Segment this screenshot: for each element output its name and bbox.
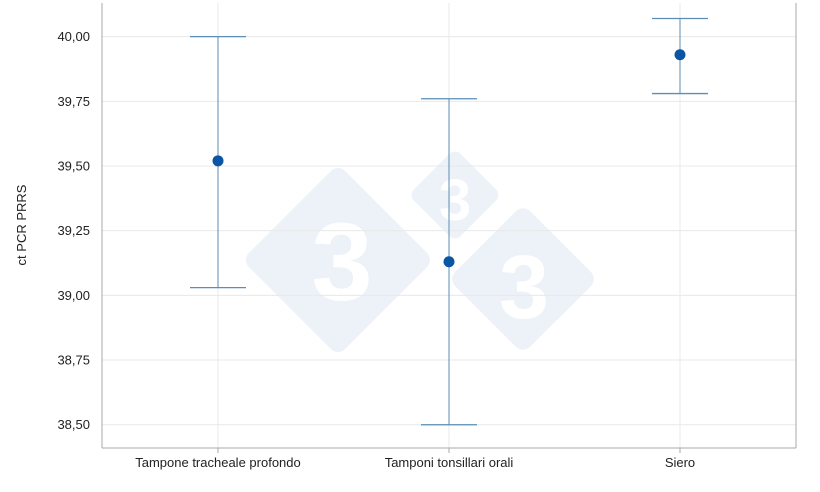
data-marks: [190, 17, 708, 426]
data-point: [674, 49, 686, 61]
x-tick-label: Tamponi tonsillari orali: [385, 455, 514, 470]
watermark-logo: 3 3 3: [245, 151, 594, 353]
y-tick-label: 40,00: [57, 29, 90, 44]
y-tick-label: 39,00: [57, 288, 90, 303]
svg-text:3: 3: [499, 238, 549, 338]
data-point: [443, 256, 455, 268]
x-axis-ticks: Tampone tracheale profondo Tamponi tonsil…: [135, 448, 695, 470]
x-tick-label: Siero: [665, 455, 695, 470]
y-tick-label: 39,25: [57, 223, 90, 238]
data-point: [212, 155, 224, 167]
y-tick-label: 38,50: [57, 417, 90, 432]
x-tick-label: Tampone tracheale profondo: [135, 455, 301, 470]
svg-text:3: 3: [439, 168, 471, 233]
y-tick-label: 38,75: [57, 353, 90, 368]
y-axis-label: ct PCR PRRS: [14, 184, 29, 265]
svg-text:3: 3: [311, 201, 372, 324]
y-axis-ticks: 38,50 38,75 39,00 39,25 39,50 39,75 40,00: [57, 29, 90, 432]
y-tick-label: 39,75: [57, 94, 90, 109]
y-tick-label: 39,50: [57, 158, 90, 173]
